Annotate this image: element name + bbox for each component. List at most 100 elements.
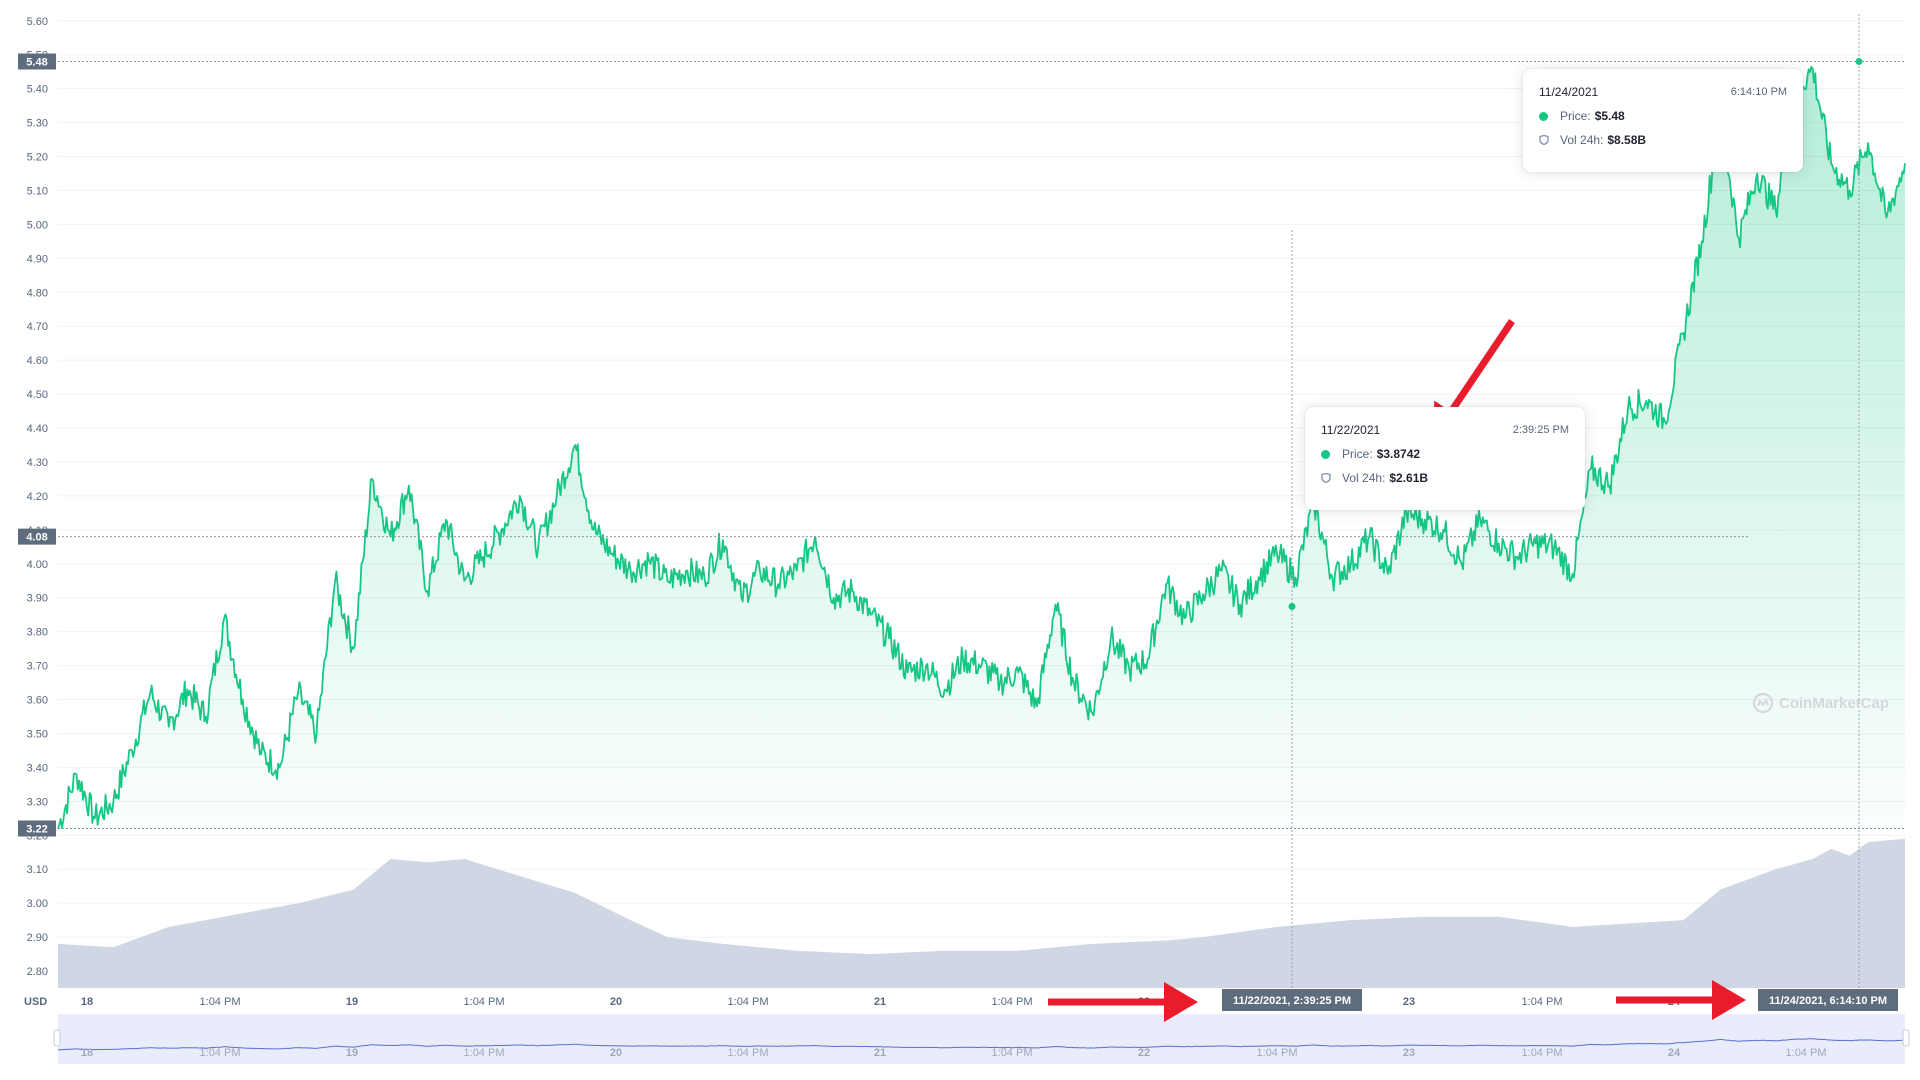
coinmarketcap-logo-icon [1752, 692, 1774, 714]
y-tick-label: 4.80 [27, 287, 48, 299]
y-tick-label: 3.60 [27, 695, 48, 707]
price-marker-label: 3.22 [26, 823, 47, 835]
tooltip-time: 6:14:10 PM [1730, 86, 1787, 98]
price-dot-icon [1539, 111, 1548, 121]
navigator-tick-label: 18 [81, 1047, 93, 1059]
y-tick-label: 3.50 [27, 728, 48, 740]
navigator-tick-label: 19 [346, 1047, 358, 1059]
y-tick-label: 2.90 [27, 932, 48, 944]
price-line-series[interactable] [57, 66, 1906, 829]
navigator-tick-label: 1:04 PM [1257, 1047, 1298, 1059]
x-tick-label: 21 [874, 996, 886, 1008]
tooltip-date: 11/22/2021 [1321, 423, 1381, 437]
navigator-tick-label: 1:04 PM [992, 1047, 1033, 1059]
y-tick-label: 5.20 [27, 152, 48, 164]
price-marker-label: 4.08 [26, 532, 47, 544]
y-tick-label: 3.30 [27, 796, 48, 808]
x-axis-highlight-label: 11/22/2021, 2:39:25 PM [1233, 995, 1351, 1007]
x-axis: USD 18 1:04 PM 19 1:04 PM 20 1:04 PM 21 1:04 PM 2… [24, 989, 1898, 1011]
volume-shield-icon [1539, 135, 1549, 145]
volume-area [58, 838, 1905, 988]
tooltip-volume-value: $8.58B [1607, 133, 1647, 147]
tooltip-high: 11/24/2021 6:14:10 PM Price: $5.48 Vol 2… [1523, 69, 1803, 172]
x-tick-label: 1:04 PM [992, 996, 1033, 1008]
hover-point [1288, 602, 1296, 610]
navigator-tick-label: 22 [1138, 1047, 1150, 1059]
y-tick-label: 4.00 [27, 559, 48, 571]
x-tick-label: 20 [610, 996, 622, 1008]
price-marker-label: 5.48 [26, 57, 47, 69]
x-tick-label: 18 [81, 996, 93, 1008]
y-tick-label: 4.50 [27, 389, 48, 401]
watermark-text: CoinMarketCap [1779, 694, 1890, 712]
y-tick-label: 4.70 [27, 321, 48, 333]
tooltip-price-value: $3.8742 [1376, 447, 1421, 461]
tooltip-date: 11/24/2021 [1539, 85, 1599, 99]
currency-label: USD [24, 996, 47, 1008]
navigator-tick-label: 1:04 PM [200, 1047, 241, 1059]
volume-shield-icon [1321, 473, 1331, 483]
range-navigator[interactable]: 18 1:04 PM 19 1:04 PM 20 1:04 PM 21 1:04 PM 22 1:… [53, 1014, 1910, 1064]
navigator-tick-label: 1:04 PM [1522, 1047, 1563, 1059]
price-line [57, 66, 1906, 829]
navigator-tick-label: 20 [610, 1047, 622, 1059]
y-tick-label: 4.40 [27, 423, 48, 435]
tooltip-price-label: Price: [1342, 447, 1373, 461]
navigator-tick-label: 21 [874, 1047, 886, 1059]
y-tick-label: 5.40 [27, 84, 48, 96]
price-dot-icon [1321, 449, 1330, 459]
navigator-handle-right [1902, 1029, 1910, 1047]
red-arrow-shaft [1448, 319, 1515, 414]
y-tick-label: 3.70 [27, 661, 48, 673]
y-tick-label: 2.80 [27, 966, 48, 978]
x-tick-label: 1:04 PM [464, 996, 505, 1008]
price-area [58, 66, 1905, 829]
navigator-tick-label: 24 [1668, 1047, 1681, 1059]
navigator-tick-label: 1:04 PM [1786, 1047, 1827, 1059]
price-marker-box [18, 528, 56, 545]
navigator-tick-label: 23 [1403, 1047, 1415, 1059]
tooltip-volume-label: Vol 24h: [1342, 471, 1386, 485]
tooltip-volume-label: Vol 24h: [1560, 133, 1604, 147]
tooltip-time: 2:39:25 PM [1512, 424, 1569, 436]
x-axis-highlight-box [1758, 989, 1898, 1011]
y-tick-label: 3.10 [27, 864, 48, 876]
y-tick-label: 5.00 [27, 219, 48, 231]
y-tick-label: 3.80 [27, 627, 48, 639]
x-axis-highlight-label: 11/24/2021, 6:14:10 PM [1769, 995, 1887, 1007]
y-tick-label: 3.90 [27, 593, 48, 605]
y-tick-label: 3.00 [27, 898, 48, 910]
tooltip-hover: 11/22/2021 2:39:25 PM Price: $3.8742 Vol… [1305, 407, 1585, 510]
y-tick-label: 4.90 [27, 253, 48, 265]
coinmarketcap-watermark: CoinMarketCap [1752, 692, 1889, 714]
x-axis-highlight-box [1222, 989, 1362, 1011]
tooltip-price-value: $5.48 [1594, 109, 1625, 123]
navigator-tick-label: 1:04 PM [464, 1047, 505, 1059]
navigator-window [58, 1014, 1905, 1064]
x-tick-label: 19 [346, 996, 358, 1008]
navigator-handle-left [53, 1029, 61, 1047]
x-tick-label: 1:04 PM [1522, 996, 1563, 1008]
volume-series [58, 838, 1905, 988]
tooltip-volume-value: $2.61B [1389, 471, 1429, 485]
navigator-tick-label: 1:04 PM [728, 1047, 769, 1059]
y-tick-label: 5.60 [27, 16, 48, 28]
red-arrow-head [1712, 980, 1746, 1020]
y-tick-label: 3.40 [27, 762, 48, 774]
y-tick-label: 5.10 [27, 185, 48, 197]
red-arrow-head [1164, 982, 1198, 1022]
y-tick-label: 4.60 [27, 355, 48, 367]
x-tick-label: 23 [1403, 996, 1415, 1008]
price-area-fill [58, 66, 1905, 829]
price-marker-box [18, 820, 56, 837]
tooltip-price-label: Price: [1560, 109, 1591, 123]
y-tick-label: 4.20 [27, 491, 48, 503]
price-marker-box [18, 53, 56, 70]
y-tick-label: 5.30 [27, 118, 48, 130]
y-tick-label: 4.30 [27, 457, 48, 469]
y-axis-ticks: 5.605.505.405.305.205.105.004.904.804.70… [27, 16, 48, 978]
price-markers: 5.48 4.08 3.22 [18, 53, 1905, 837]
x-tick-label: 1:04 PM [728, 996, 769, 1008]
navigator-line [58, 1038, 1906, 1051]
